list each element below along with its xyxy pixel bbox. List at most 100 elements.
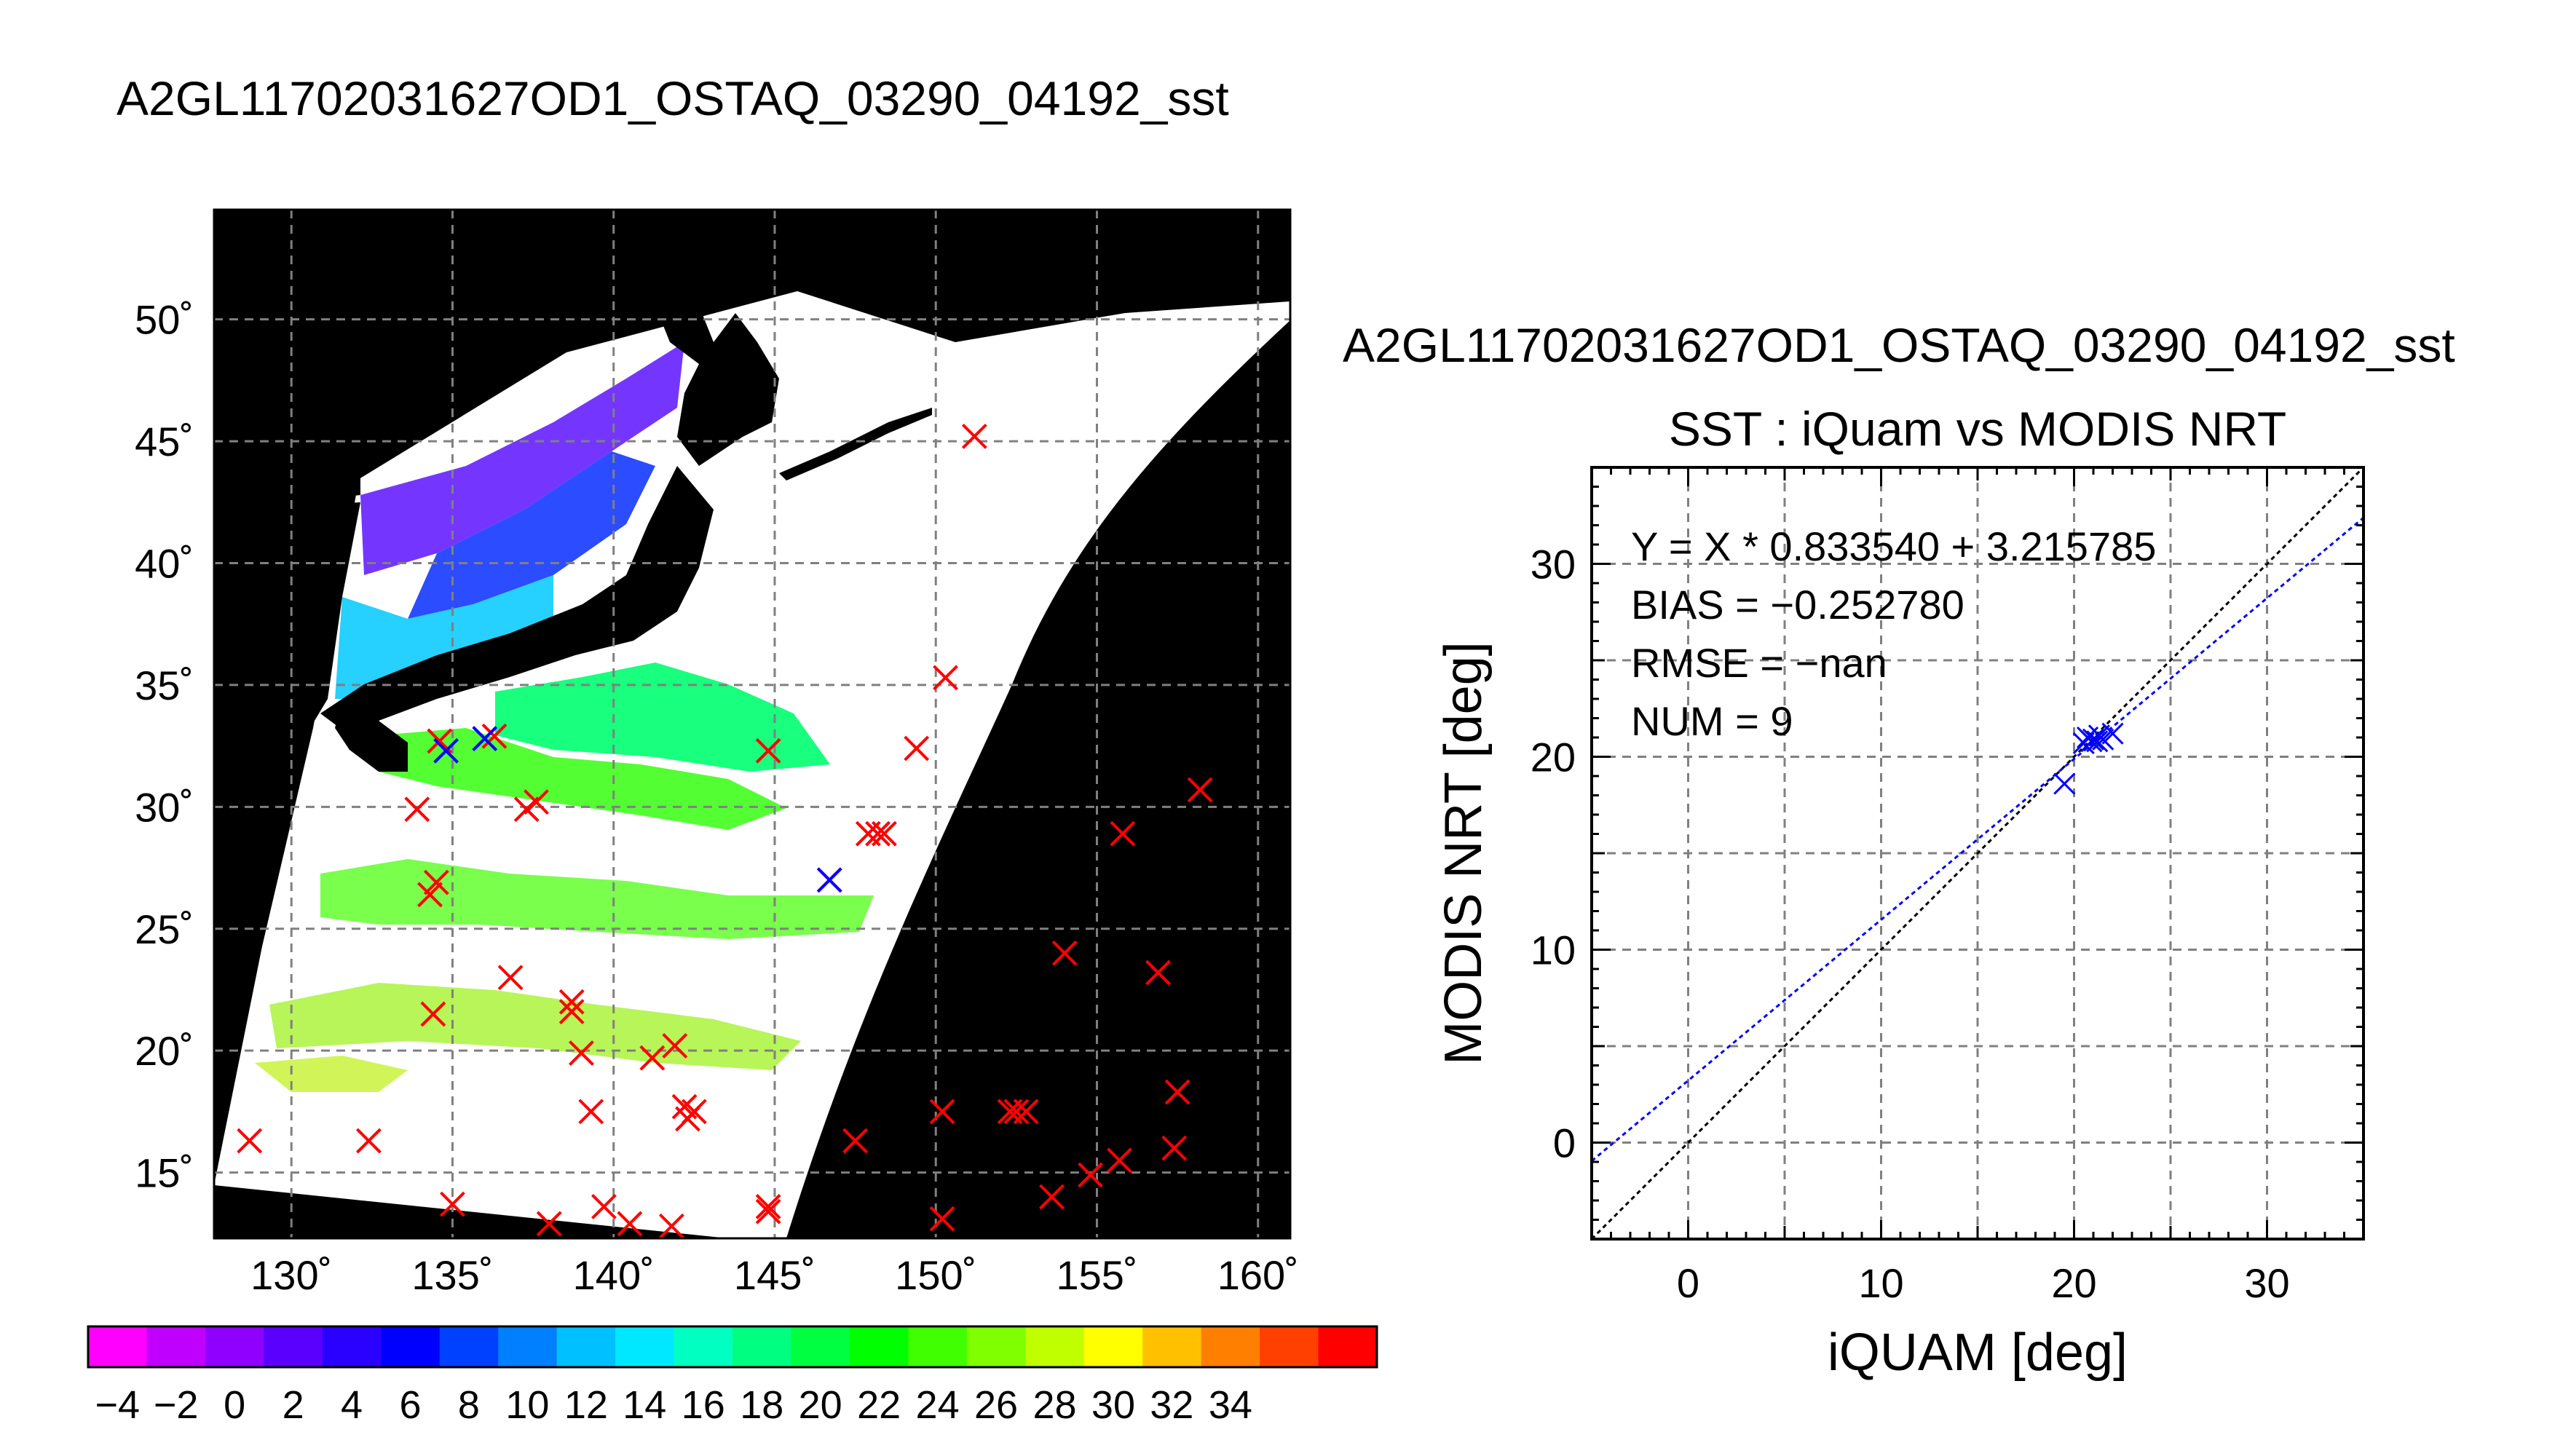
map-lon-label: 150˚ [895,1252,976,1298]
red-marker [1013,1099,1039,1125]
scatter-point [2086,730,2109,753]
red-marker [591,1194,617,1219]
scatter-point [2092,728,2114,751]
sst-region-kuroshio [379,728,786,830]
map-lon-label: 160˚ [1217,1252,1299,1298]
red-marker [872,820,897,847]
colorbar-label: 30 [1091,1383,1135,1427]
red-marker [1107,1147,1132,1174]
scatter-x-label: iQUAM [deg] [1828,1324,2128,1382]
scatter-panel: A2GL11702031627OD1_OSTAQ_03290_04192_sst… [1343,318,2455,1382]
colorbar-cells [88,1326,1378,1367]
red-marker [639,1045,666,1071]
map-lat-label: 15˚ [135,1150,194,1196]
scatter-subtitle: SST : iQuam vs MODIS NRT [1669,402,2286,456]
land-kuril-arc [779,408,932,480]
map-lon-label: 155˚ [1056,1252,1137,1298]
red-marker [842,1128,869,1154]
fit-statistic: Y = X * 0.833540 + 3.215785 [1631,523,2156,569]
red-marker [423,869,449,895]
colorbar-label: 32 [1150,1383,1193,1427]
colorbar-cell [674,1326,733,1367]
colorbar-cell [1025,1326,1085,1367]
colorbar-label: −4 [95,1383,140,1427]
colorbar-cell [615,1326,675,1367]
colorbar-label: 14 [623,1383,666,1427]
sst-region-subtropical [320,859,874,939]
red-marker [755,737,781,764]
colorbar-cell [556,1326,616,1367]
sst-map: 130˚ 135˚ 140˚ 145˚ 150˚ 155˚ 160˚ 50˚ 45˚ 40˚ 35… [135,208,1299,1298]
blue-marker [816,867,842,893]
map-markers [237,423,1213,1239]
map-lat-labels: 50˚ 45˚ 40˚ 35˚ 30˚ 25˚ 20˚ 15˚ [135,297,194,1196]
colorbar-cell [1201,1326,1260,1367]
fit-statistic: RMSE = −nan [1631,640,1887,686]
colorbar-label: 0 [224,1383,245,1427]
red-marker [658,1213,684,1239]
land-korea-north [214,210,626,510]
map-frame [213,208,1292,1240]
map-lat-label: 50˚ [135,297,194,343]
red-marker [1187,777,1213,803]
scatter-y-tick-label: 30 [1531,542,1576,587]
blue-marker [433,737,459,764]
colorbar-cell [966,1326,1026,1367]
red-marker [755,1194,781,1219]
red-marker [929,1099,955,1125]
colorbar-label: 34 [1209,1383,1252,1427]
scatter-y-tick-label: 20 [1531,735,1576,780]
scatter-title: A2GL11702031627OD1_OSTAQ_03290_04192_sst [1343,318,2455,372]
red-marker [440,1191,465,1217]
colorbar-cell [1142,1326,1202,1367]
colorbar-label: 10 [505,1383,549,1427]
scatter-ticks [1590,466,2365,1241]
scatter-y-tick-label: 10 [1531,927,1576,973]
fit-statistic: NUM = 9 [1631,698,1793,744]
colorbar-cell [1318,1326,1378,1367]
map-lat-label: 25˚ [135,906,194,952]
red-marker [578,1099,604,1125]
map-lat-label: 30˚ [135,784,194,830]
red-marker [1039,1184,1065,1210]
colorbar-cell [205,1326,264,1367]
identity-line [1592,467,2364,1239]
land-sakhalin-hokkaido [641,210,779,466]
sst-region-tropical [269,983,801,1070]
colorbar-frame [87,1325,1378,1369]
red-marker [569,1040,594,1066]
red-marker [1078,1162,1104,1188]
scatter-point [2053,772,2076,795]
colorbar-cell [1260,1326,1319,1367]
colorbar-label: 24 [916,1383,960,1427]
red-marker [355,1128,382,1154]
main-title: A2GL11702031627OD1_OSTAQ_03290_04192_sst [117,71,1229,125]
map-lon-labels: 130˚ 135˚ 140˚ 145˚ 150˚ 155˚ 160˚ [250,1252,1299,1298]
red-marker [961,423,987,449]
scatter-y-tick-label: 0 [1553,1120,1576,1166]
colorbar-cell [322,1326,382,1367]
sst-region-mid [335,575,553,699]
red-marker [929,1206,955,1232]
red-marker [558,989,585,1015]
sst-region-north [360,342,684,575]
red-marker [237,1128,263,1154]
colorbar-label: 2 [283,1383,304,1427]
red-marker [755,1198,781,1224]
map-lat-label: 40˚ [135,541,194,587]
sst-region-south-japan [495,662,830,772]
land-kyushu [335,699,408,772]
red-marker [536,1211,562,1237]
blue-marker [472,726,498,752]
red-marker [617,1211,643,1237]
red-marker [558,999,585,1025]
red-marker [1161,1135,1188,1161]
scatter-y-tick-labels: 0 10 20 30 [1531,542,1576,1166]
red-marker [404,796,430,823]
red-marker [1145,960,1171,986]
red-marker [1164,1079,1190,1105]
colorbar-cell [791,1326,850,1367]
map-lat-label: 45˚ [135,419,194,464]
colorbar-label: 4 [341,1383,363,1427]
